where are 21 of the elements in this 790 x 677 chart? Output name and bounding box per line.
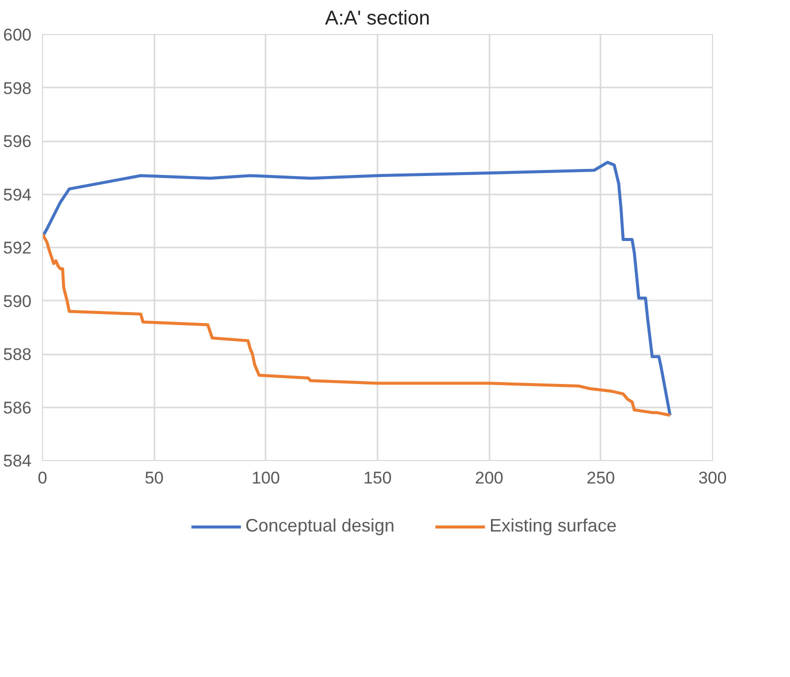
y-tick-label: 586 [3,398,32,418]
x-tick-label: 300 [698,468,727,488]
x-tick-label: 250 [586,468,616,488]
line-series [42,232,672,417]
x-tick-label: 150 [363,468,392,488]
chart-title: A:A' section [325,8,430,30]
x-tick-label: 0 [38,468,48,488]
x-tick-label: 100 [252,468,280,488]
y-tick-label: 588 [3,345,32,364]
legend-label: Existing surface [490,516,617,536]
y-tick-label: 584 [3,452,32,470]
x-tick-label: 200 [474,468,504,488]
x-tick-label: 50 [144,468,164,488]
legend-label: Conceptual design [245,516,395,536]
line-series [42,160,672,417]
y-tick-label: 596 [3,132,32,151]
y-tick-label: 600 [3,26,32,44]
y-tick-label: 594 [3,185,32,204]
y-tick-label: 598 [3,78,32,98]
y-tick-label: 590 [3,292,32,311]
y-tick-label: 592 [3,238,32,258]
